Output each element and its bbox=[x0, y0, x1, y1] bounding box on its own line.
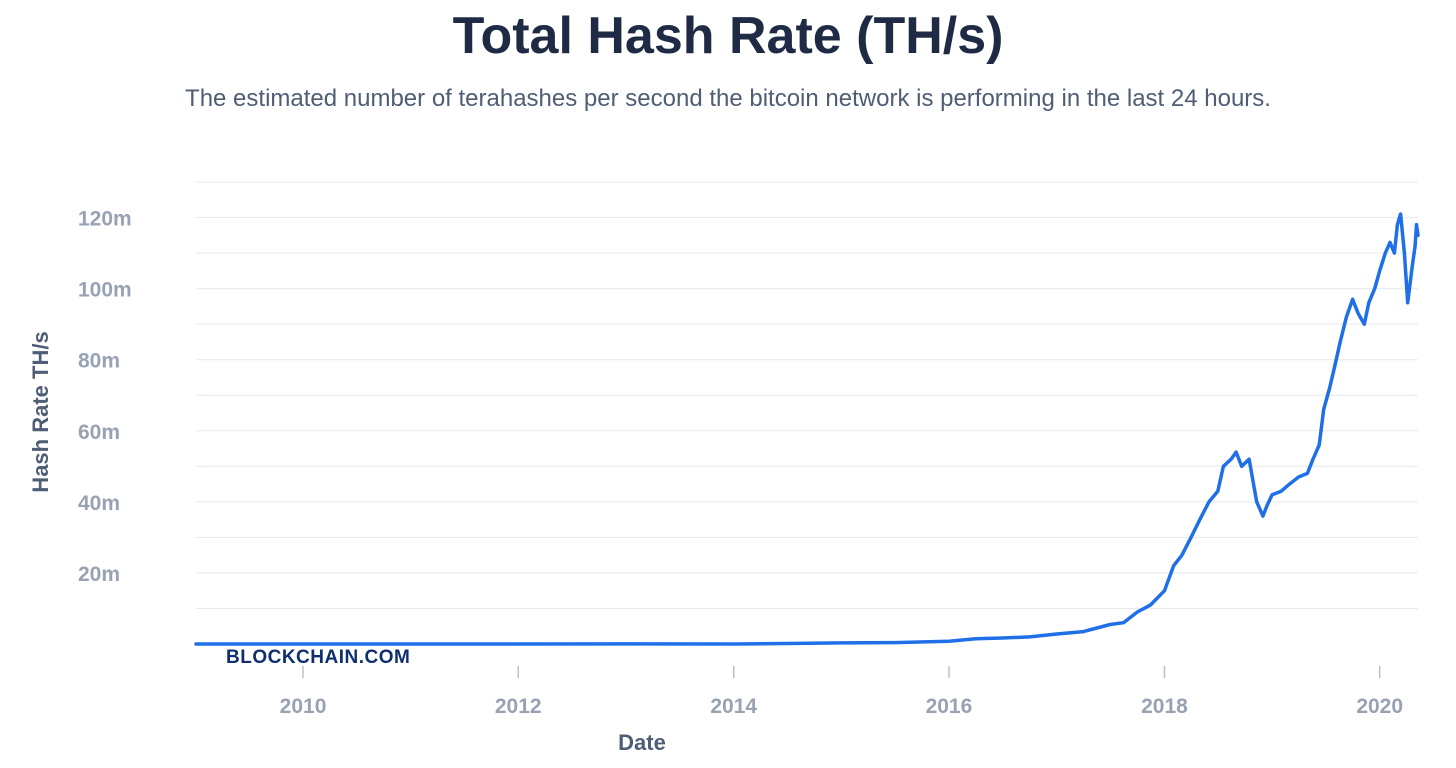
y-tick-label: 80m bbox=[78, 350, 120, 373]
x-axis-label: Date bbox=[618, 730, 666, 755]
y-axis-label: Hash Rate TH/s bbox=[28, 331, 53, 492]
x-tick-label: 2014 bbox=[710, 695, 757, 718]
y-tick-label: 20m bbox=[78, 563, 120, 586]
y-axis-ticks: 20m 40m 60m 80m 100m 120m bbox=[78, 208, 132, 586]
watermark-logo: BLOCKCHAIN.COM bbox=[226, 647, 410, 668]
x-tick-label: 2012 bbox=[495, 695, 542, 718]
series-line bbox=[194, 212, 1420, 646]
x-tick-label: 2016 bbox=[926, 695, 973, 718]
y-tick-label: 120m bbox=[78, 208, 132, 231]
chart-title: Total Hash Rate (TH/s) bbox=[452, 7, 1004, 65]
x-tick-label: 2018 bbox=[1141, 695, 1188, 718]
x-tick-label: 2020 bbox=[1356, 695, 1403, 718]
y-tick-label: 40m bbox=[78, 492, 120, 515]
grid-lines bbox=[196, 181, 1418, 609]
x-axis-ticks: 2010 2012 2014 2016 2018 2020 bbox=[280, 666, 1403, 718]
x-tick-label: 2010 bbox=[280, 695, 327, 718]
y-tick-label: 100m bbox=[78, 279, 132, 302]
chart-subtitle: The estimated number of terahashes per s… bbox=[185, 85, 1271, 112]
y-tick-label: 60m bbox=[78, 421, 120, 444]
